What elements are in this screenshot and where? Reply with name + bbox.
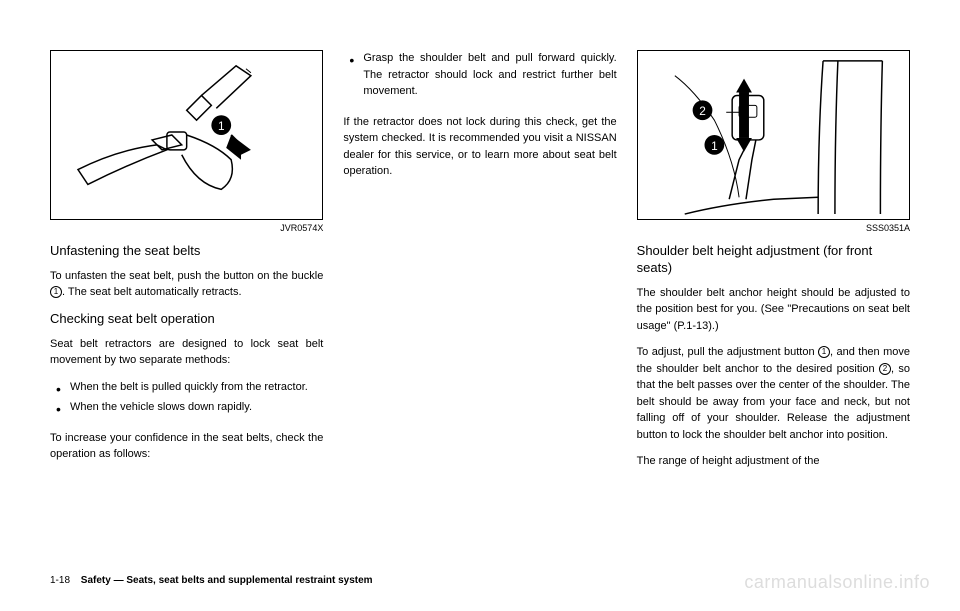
para-anchor-height: The shoulder belt anchor height should b… <box>637 285 910 335</box>
figure-unfasten-belt: 1 <box>50 50 323 220</box>
heading-unfastening: Unfastening the seat belts <box>50 243 323 260</box>
list-item: When the vehicle slows down rapidly. <box>50 399 323 416</box>
figure-shoulder-adjust: 1 2 <box>637 50 910 220</box>
column-2: Grasp the shoulder belt and pull forward… <box>343 50 616 581</box>
para-confidence: To increase your confidence in the seat … <box>50 430 323 463</box>
page-number: 1-18 <box>50 575 70 586</box>
page-container: 1 JVR0574X Unfastening the seat belts To… <box>0 0 960 611</box>
text-span: To unfasten the seat belt, push the butt… <box>50 270 323 282</box>
bullet-list-methods: When the belt is pulled quickly from the… <box>50 379 323 420</box>
para-unfasten: To unfasten the seat belt, push the butt… <box>50 268 323 301</box>
seatbelt-buckle-illustration: 1 <box>51 51 322 219</box>
svg-text:2: 2 <box>699 104 706 118</box>
text-span: To adjust, pull the adjustment button <box>637 346 818 358</box>
page-footer: 1-18 Safety — Seats, seat belts and supp… <box>50 575 373 586</box>
column-1: 1 JVR0574X Unfastening the seat belts To… <box>50 50 323 581</box>
para-retractor-check: If the retractor does not lock during th… <box>343 114 616 180</box>
para-range: The range of height adjustment of the <box>637 453 910 470</box>
shoulder-belt-illustration: 1 2 <box>638 51 909 219</box>
circled-number-icon: 1 <box>818 346 830 358</box>
figure-label-1: JVR0574X <box>50 223 323 233</box>
circled-number-icon: 2 <box>879 363 891 375</box>
heading-checking: Checking seat belt operation <box>50 311 323 328</box>
para-retractors: Seat belt retractors are designed to loc… <box>50 336 323 369</box>
column-3: 1 2 SSS0351A Shoulder belt height adjust… <box>637 50 910 581</box>
para-adjust: To adjust, pull the adjustment button 1,… <box>637 344 910 443</box>
svg-text:1: 1 <box>711 139 718 153</box>
bullet-list-grasp: Grasp the shoulder belt and pull forward… <box>343 50 616 104</box>
list-item: Grasp the shoulder belt and pull forward… <box>343 50 616 100</box>
list-item: When the belt is pulled quickly from the… <box>50 379 323 396</box>
section-title: Safety — Seats, seat belts and supplemen… <box>81 575 373 586</box>
circled-number-icon: 1 <box>50 286 62 298</box>
heading-shoulder: Shoulder belt height adjustment (for fro… <box>637 243 910 277</box>
figure-label-2: SSS0351A <box>637 223 910 233</box>
text-span: . The seat belt automatically retracts. <box>62 286 242 298</box>
watermark: carmanualsonline.info <box>744 572 930 593</box>
svg-text:1: 1 <box>218 119 225 133</box>
